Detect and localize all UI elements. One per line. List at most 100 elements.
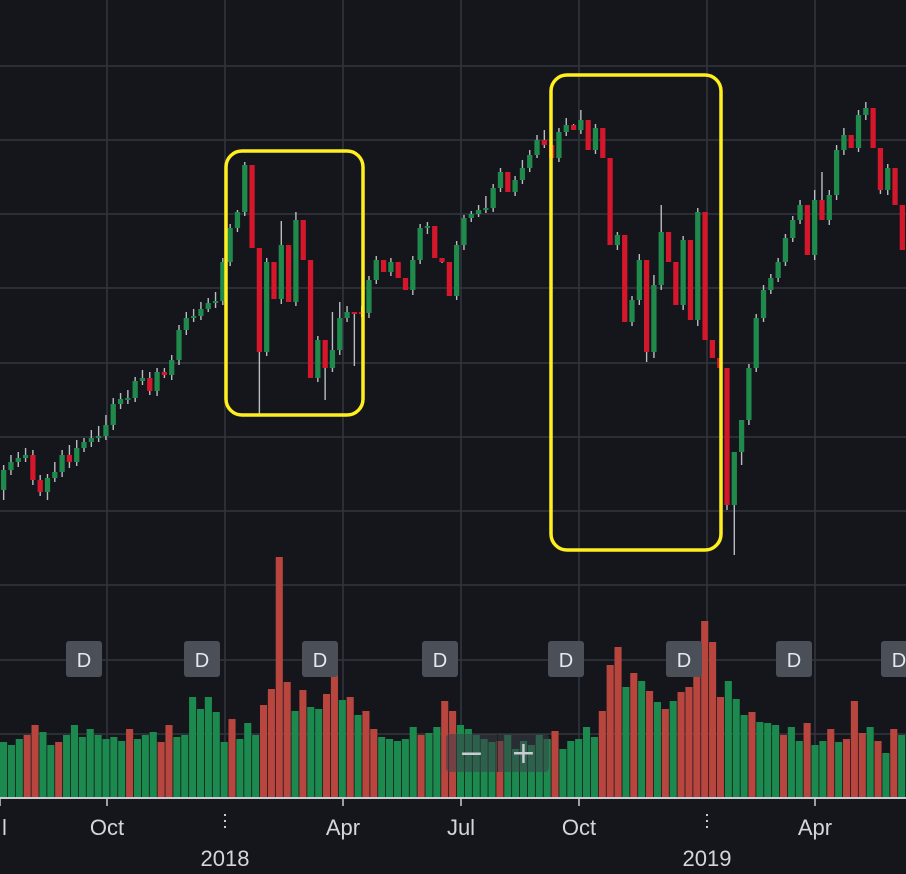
volume-bar bbox=[118, 741, 126, 797]
zoom-in-button[interactable]: + bbox=[510, 735, 537, 771]
candle bbox=[738, 420, 745, 465]
volume-bar bbox=[614, 647, 622, 797]
volume-bar bbox=[267, 689, 275, 797]
candle bbox=[819, 172, 825, 220]
volume-bar bbox=[622, 687, 630, 797]
volume-bar bbox=[346, 697, 354, 797]
candle bbox=[15, 452, 21, 467]
svg-text:D: D bbox=[787, 650, 801, 672]
volume-bar bbox=[827, 729, 835, 797]
candle bbox=[534, 135, 540, 158]
svg-text:D: D bbox=[77, 650, 91, 672]
candle bbox=[724, 368, 730, 510]
candle bbox=[81, 438, 87, 452]
dividend-marker[interactable]: D bbox=[776, 641, 812, 677]
candle bbox=[322, 340, 328, 400]
candle bbox=[899, 205, 905, 250]
year-separator-dot bbox=[706, 814, 708, 816]
volume-bar bbox=[709, 642, 717, 797]
candle bbox=[782, 234, 789, 266]
dividend-marker[interactable]: D bbox=[548, 641, 584, 677]
candle bbox=[66, 445, 73, 468]
volume-bar bbox=[590, 737, 598, 797]
candle bbox=[673, 262, 679, 305]
volume-bar bbox=[685, 687, 693, 797]
volume-bar bbox=[653, 702, 661, 797]
candle bbox=[315, 336, 321, 382]
volume-bar bbox=[236, 739, 244, 797]
candle bbox=[147, 372, 153, 395]
highlight-box-2 bbox=[549, 73, 723, 552]
volume-bar bbox=[582, 727, 591, 797]
volume-bar bbox=[669, 701, 677, 797]
candle bbox=[337, 302, 343, 355]
candle bbox=[380, 260, 387, 272]
volume-bar bbox=[772, 725, 780, 797]
x-tick-label: Apr bbox=[326, 815, 360, 840]
candle bbox=[432, 226, 438, 258]
candle bbox=[154, 368, 160, 396]
volume-bar bbox=[858, 733, 866, 797]
candle bbox=[512, 176, 518, 196]
svg-text:D: D bbox=[433, 650, 447, 672]
volume-bar bbox=[126, 729, 134, 797]
volume-bar bbox=[630, 673, 638, 797]
volume-bar bbox=[393, 741, 402, 797]
svg-text:D: D bbox=[559, 650, 573, 672]
volume-bar bbox=[291, 711, 299, 797]
candle bbox=[366, 276, 372, 318]
candle bbox=[468, 211, 474, 222]
candle bbox=[505, 172, 511, 192]
candle bbox=[220, 258, 226, 305]
volume-bar bbox=[898, 735, 906, 797]
volume-bar bbox=[47, 745, 55, 797]
volume-bar bbox=[716, 697, 725, 797]
volume-bar bbox=[275, 557, 283, 797]
volume-bar bbox=[874, 741, 882, 797]
dividend-marker[interactable]: D bbox=[66, 641, 102, 677]
volume-bar bbox=[693, 661, 701, 797]
candle bbox=[629, 296, 635, 326]
dividend-marker[interactable]: D bbox=[666, 641, 702, 677]
dividend-marker[interactable]: D bbox=[422, 641, 458, 677]
candle bbox=[249, 165, 255, 248]
candle bbox=[44, 474, 51, 500]
volume-bar bbox=[259, 705, 268, 797]
dividend-marker[interactable]: D bbox=[184, 641, 220, 677]
candle bbox=[59, 450, 65, 477]
candle bbox=[446, 262, 452, 296]
candle bbox=[863, 102, 869, 120]
candle bbox=[461, 215, 467, 250]
dividend-marker[interactable]: D bbox=[881, 641, 906, 677]
volume-bar bbox=[850, 701, 858, 797]
candle bbox=[643, 260, 650, 362]
candle bbox=[132, 377, 138, 402]
candle bbox=[497, 168, 504, 192]
dividend-marker[interactable]: D bbox=[302, 641, 338, 677]
svg-text:D: D bbox=[892, 650, 906, 672]
zoom-out-button[interactable]: − bbox=[458, 735, 485, 771]
zoom-separator bbox=[497, 734, 498, 772]
candle bbox=[570, 124, 577, 130]
candle bbox=[402, 278, 409, 290]
zoom-controls: − + bbox=[446, 734, 549, 772]
volume-bar bbox=[252, 735, 260, 797]
candle bbox=[753, 314, 759, 372]
candle bbox=[161, 368, 168, 378]
volume-bar bbox=[409, 727, 417, 797]
volume-bar bbox=[512, 749, 520, 797]
candle bbox=[578, 110, 584, 134]
candle bbox=[117, 393, 124, 409]
year-separator-dot bbox=[224, 826, 226, 828]
volume-bar bbox=[78, 737, 86, 797]
candle bbox=[205, 298, 211, 312]
candle bbox=[541, 130, 547, 148]
candle bbox=[709, 340, 716, 358]
x-tick-label: Apr bbox=[798, 815, 832, 840]
volume-bar bbox=[307, 707, 315, 797]
volume-bar bbox=[323, 694, 331, 797]
volume-bar bbox=[378, 737, 386, 797]
candle bbox=[680, 236, 686, 310]
